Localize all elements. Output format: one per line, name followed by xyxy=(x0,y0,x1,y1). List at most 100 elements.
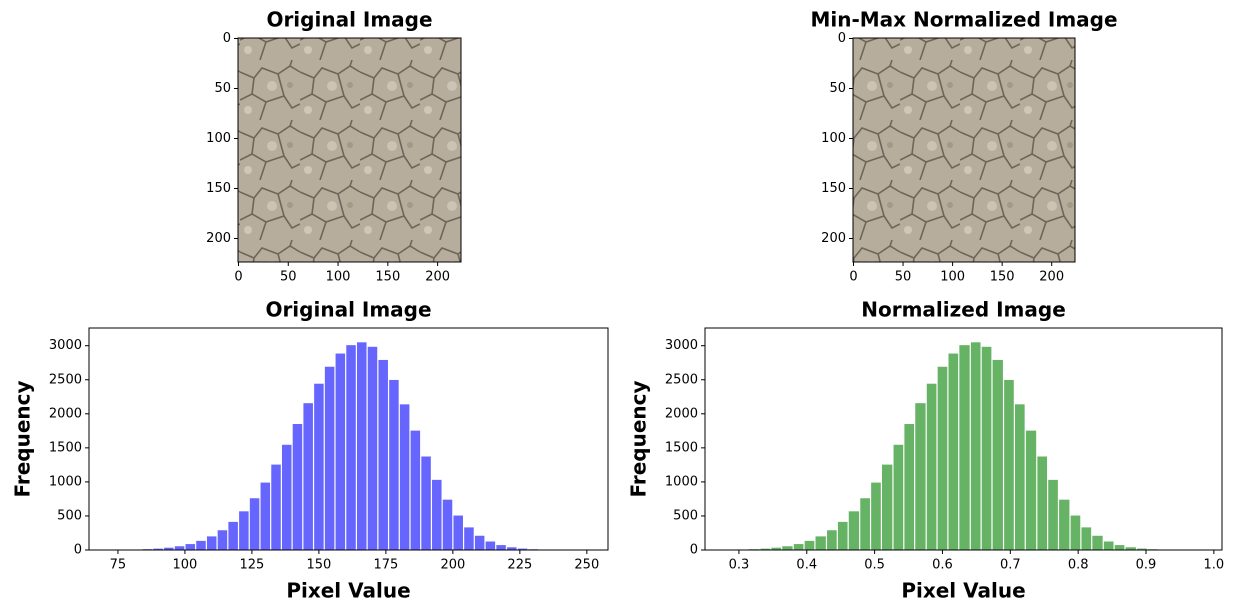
bar xyxy=(1070,515,1081,550)
bar xyxy=(442,499,453,550)
x-tick-label: 50 xyxy=(280,270,297,285)
bar xyxy=(926,383,937,550)
y-tick-label: 3000 xyxy=(49,338,82,353)
bar xyxy=(1048,479,1058,550)
y-tick-label: 50 xyxy=(214,81,231,96)
bar xyxy=(948,353,959,550)
y-tick-label: 1000 xyxy=(665,474,698,489)
bar xyxy=(860,498,870,550)
x-tick-label: 0.7 xyxy=(1000,558,1021,573)
axes-frame xyxy=(88,327,609,551)
bar xyxy=(196,540,206,550)
y-tick-label: 0 xyxy=(74,543,82,558)
x-tick-label: 150 xyxy=(375,270,400,285)
x-tick-label: 125 xyxy=(239,558,264,573)
bar xyxy=(1125,547,1136,550)
bar xyxy=(421,456,431,550)
bar xyxy=(378,359,388,550)
bar xyxy=(1014,404,1025,550)
bar xyxy=(915,403,926,550)
y-axis-label: Frequency xyxy=(11,380,35,497)
y-tick-label: 200 xyxy=(206,231,231,246)
x-tick-label: 250 xyxy=(574,558,599,573)
bar xyxy=(217,530,228,550)
bar xyxy=(771,547,782,550)
x-tick-label: 0.4 xyxy=(796,558,817,573)
y-tick-label: 1000 xyxy=(49,474,82,489)
bar xyxy=(164,547,174,550)
bar xyxy=(346,345,356,550)
bar xyxy=(335,353,346,550)
y-tick-label: 500 xyxy=(57,508,82,523)
bar xyxy=(848,511,860,550)
bar xyxy=(389,379,399,550)
y-tick-label: 200 xyxy=(821,231,846,246)
x-tick-label: 0 xyxy=(234,270,242,285)
y-tick-label: 2000 xyxy=(49,406,82,421)
y-tick-label: 0 xyxy=(223,31,231,46)
bar xyxy=(782,546,793,550)
bar xyxy=(367,346,378,550)
x-axis-label: Pixel Value xyxy=(286,579,410,603)
y-axis-label: Frequency xyxy=(627,380,651,497)
bar xyxy=(239,511,249,550)
y-tick-label: 2500 xyxy=(49,372,82,387)
x-tick-label: 0.9 xyxy=(1136,558,1157,573)
y-tick-label: 100 xyxy=(206,131,231,146)
bar xyxy=(281,444,292,550)
image xyxy=(238,38,461,262)
y-tick-label: 2000 xyxy=(665,406,698,421)
bar xyxy=(882,464,893,550)
x-tick-label: 100 xyxy=(173,558,198,573)
bar xyxy=(271,464,281,550)
x-tick-label: 0.8 xyxy=(1068,558,1089,573)
y-tick-label: 3000 xyxy=(665,338,698,353)
bar xyxy=(496,545,506,550)
bar xyxy=(1059,499,1070,550)
x-tick-label: 50 xyxy=(895,270,912,285)
bar xyxy=(959,345,970,550)
bar xyxy=(837,521,848,550)
x-tick-label: 200 xyxy=(440,558,465,573)
x-tick-label: 1.0 xyxy=(1204,558,1225,573)
bar xyxy=(1037,456,1048,550)
x-tick-label: 0.5 xyxy=(864,558,885,573)
bar xyxy=(453,515,463,550)
bar xyxy=(970,342,981,550)
bar xyxy=(815,536,826,550)
bar xyxy=(206,536,217,550)
bar xyxy=(827,530,837,550)
y-tick-label: 150 xyxy=(206,181,231,196)
axes-frame xyxy=(237,37,462,263)
x-tick-label: 225 xyxy=(507,558,532,573)
x-tick-label: 200 xyxy=(1039,270,1064,285)
x-tick-label: 100 xyxy=(326,270,351,285)
bar xyxy=(760,548,771,550)
bar xyxy=(1004,379,1014,550)
bar xyxy=(1114,545,1125,550)
x-tick-label: 0.3 xyxy=(729,558,750,573)
bar xyxy=(399,404,410,550)
bar xyxy=(1092,535,1103,550)
bar xyxy=(992,359,1003,550)
y-tick-label: 100 xyxy=(821,131,846,146)
bar xyxy=(174,546,185,550)
bar xyxy=(517,548,528,550)
axes-title: Original Image xyxy=(266,8,432,32)
bar xyxy=(893,444,904,550)
x-tick-label: 150 xyxy=(990,270,1015,285)
x-tick-label: 75 xyxy=(110,558,127,573)
x-tick-label: 0 xyxy=(849,270,857,285)
y-tick-label: 0 xyxy=(838,31,846,46)
bar xyxy=(185,544,196,550)
bar xyxy=(904,424,915,550)
x-tick-label: 150 xyxy=(306,558,331,573)
bar xyxy=(1025,430,1037,550)
image xyxy=(853,38,1075,262)
axes-frame xyxy=(852,37,1076,263)
bar xyxy=(1081,527,1092,550)
bar xyxy=(1103,541,1114,550)
bar xyxy=(228,521,238,550)
bar xyxy=(314,383,324,550)
